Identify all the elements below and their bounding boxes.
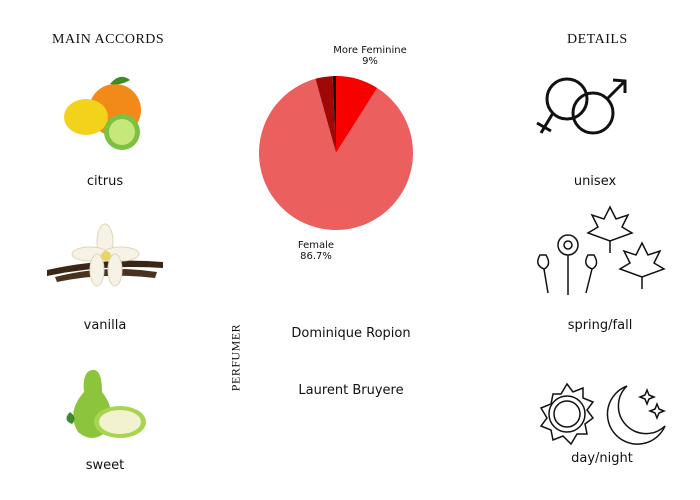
details-title: Details	[567, 32, 628, 47]
accord-sweet: sweet	[85, 458, 125, 473]
detail-spring-fall: spring/fall	[567, 318, 633, 333]
accord-citrus: citrus	[86, 174, 124, 189]
perfumer-title: Perfumer	[228, 323, 243, 392]
sun-moon-icon	[539, 382, 667, 446]
pie-label-more-feminine: More Feminine 9%	[333, 45, 407, 67]
flowers-leaves-icon	[537, 205, 666, 295]
pear-icon	[66, 369, 146, 438]
pie-slice-2	[315, 76, 336, 153]
gender-symbols-icon	[536, 77, 627, 135]
accord-vanilla: vanilla	[83, 318, 127, 333]
main-accords-title: Main Accords	[52, 32, 165, 47]
pie-slice-1	[259, 78, 413, 230]
detail-unisex: unisex	[573, 174, 617, 189]
vanilla-flower-icon	[47, 223, 163, 287]
perfumer-name: Laurent Bruyere	[298, 383, 404, 398]
gender-pie-chart	[259, 76, 413, 230]
pie-slice-0	[336, 76, 378, 153]
pie-slice-3	[332, 76, 336, 153]
detail-day-night: day/night	[571, 451, 633, 466]
pie-label-female: Female 86.7%	[297, 240, 335, 262]
citrus-fruit-icon	[64, 76, 141, 150]
perfumer-name: Dominique Ropion	[291, 326, 411, 341]
